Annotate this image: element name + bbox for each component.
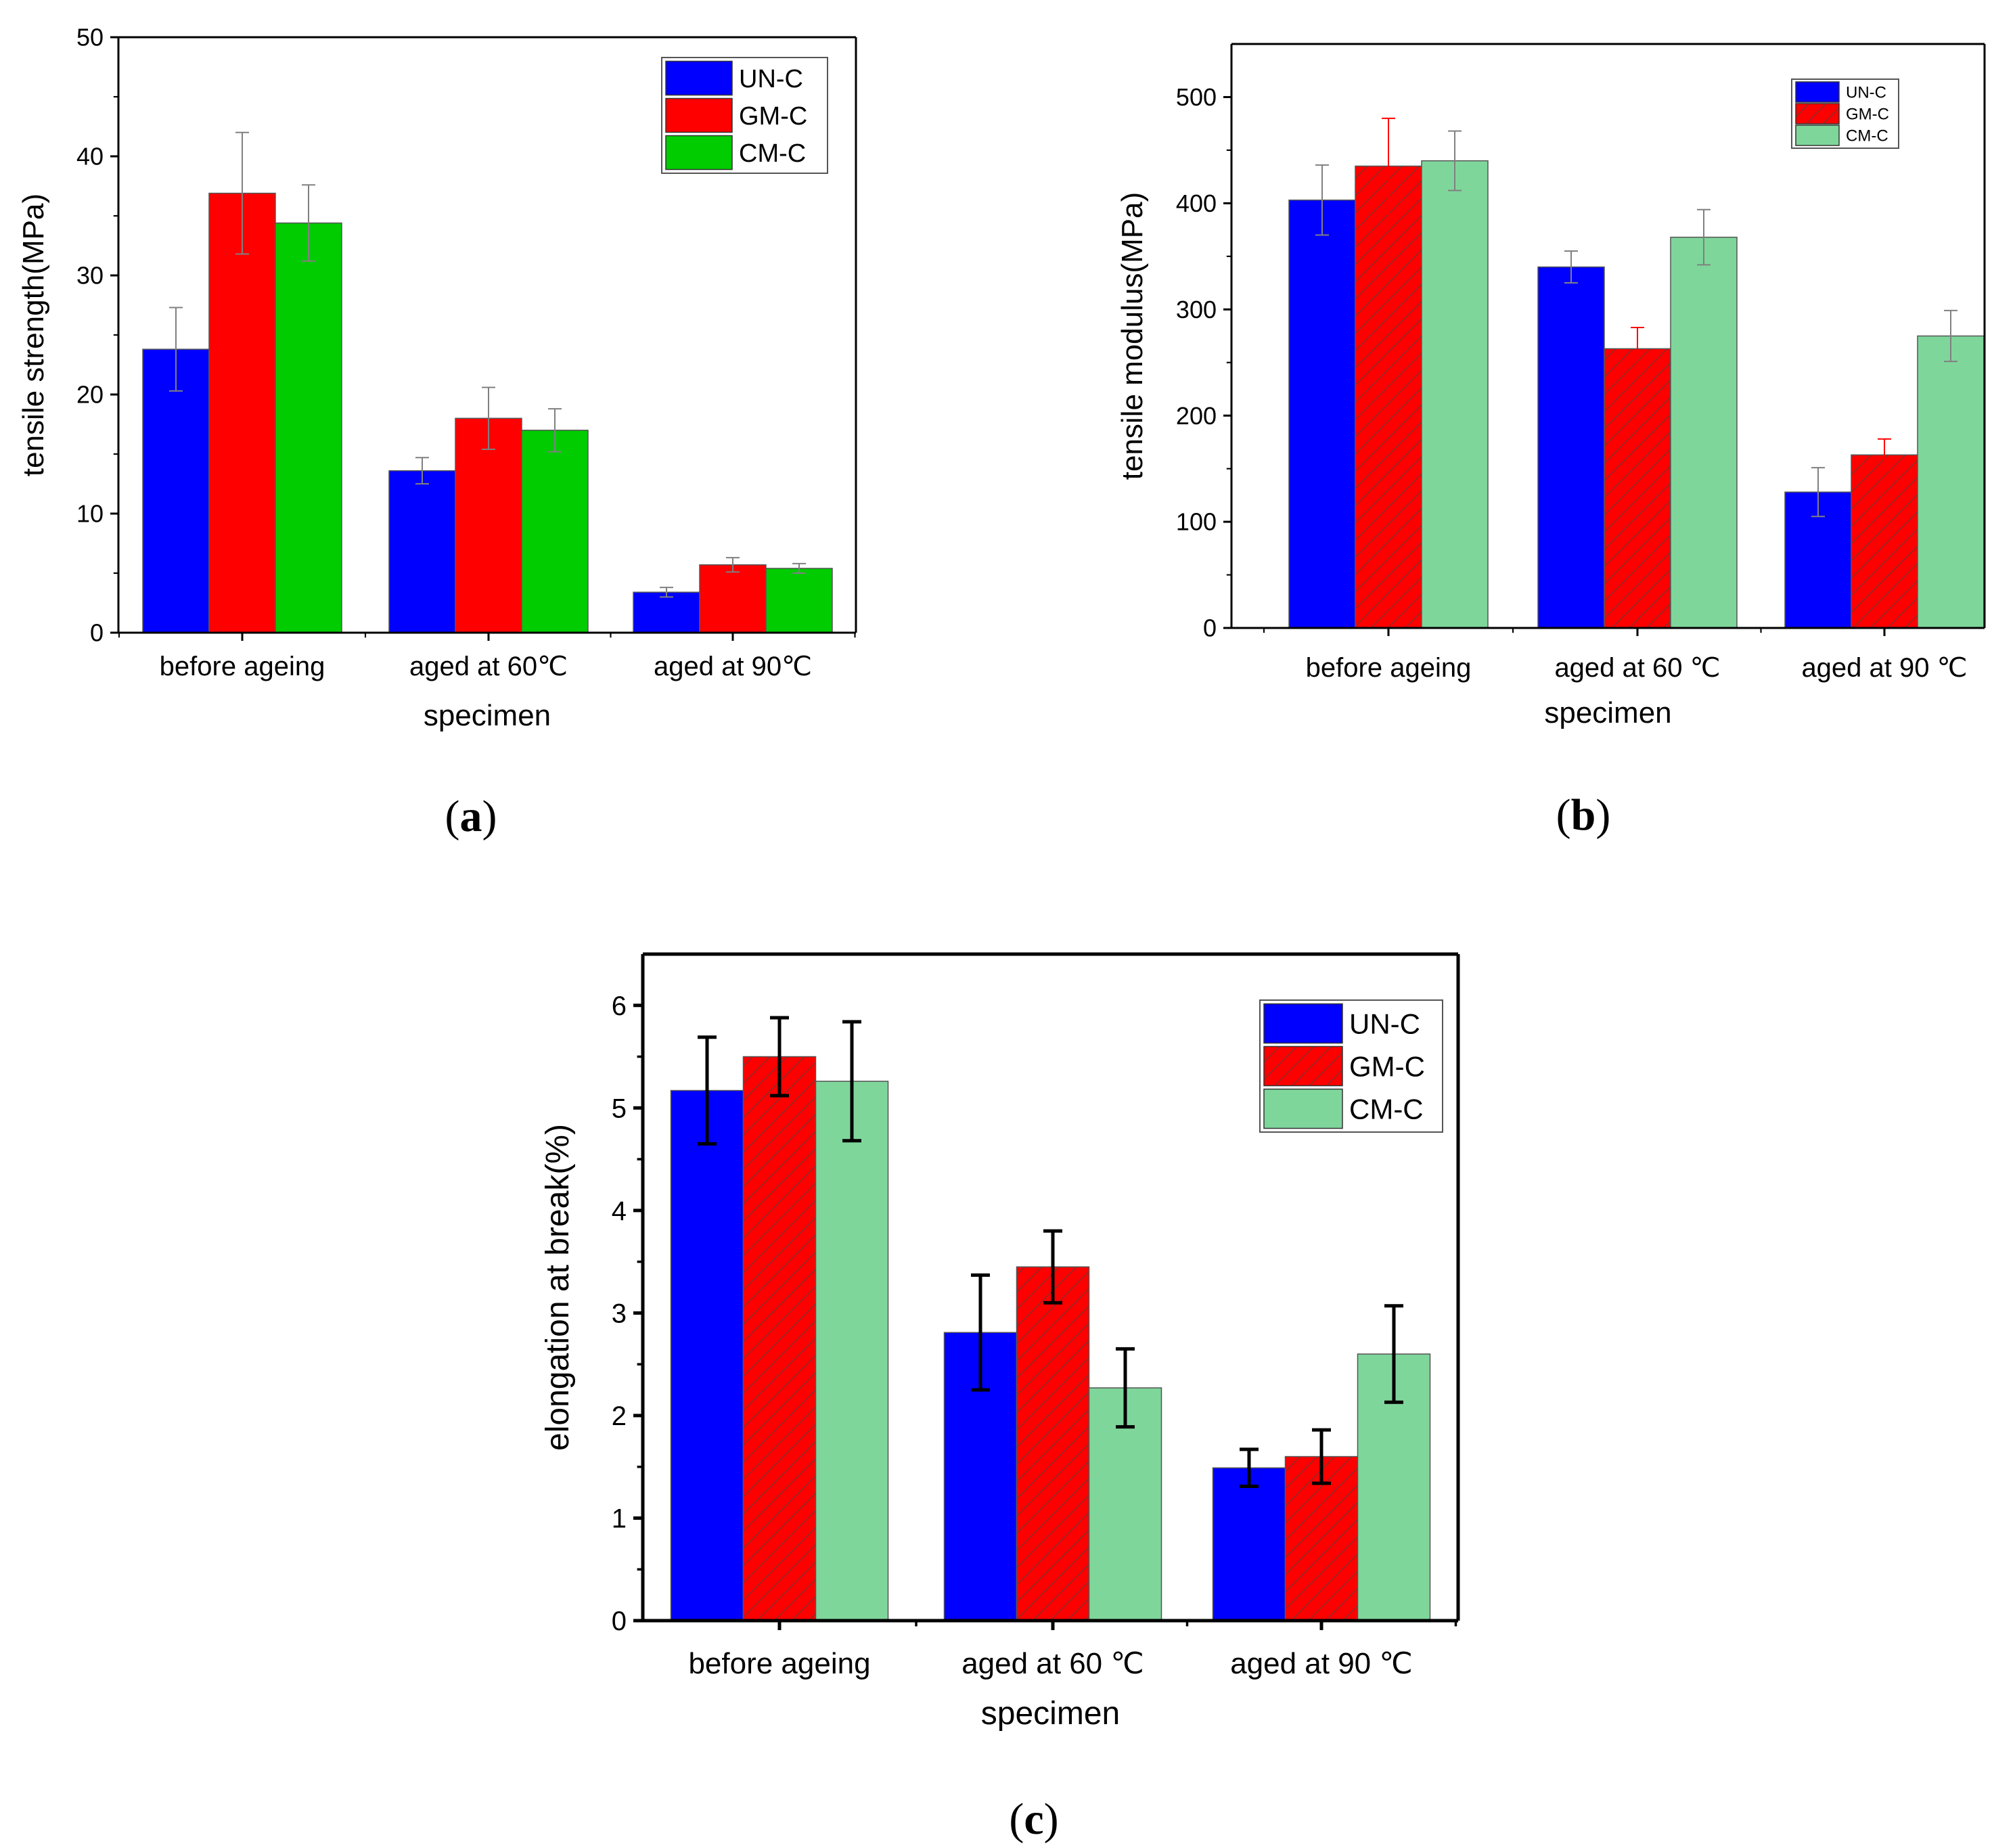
legend-swatch-cm-c — [1263, 1088, 1343, 1129]
panel-caption: (c) — [1009, 1795, 1058, 1844]
legend-label-cm-c: CM-C — [739, 139, 806, 168]
bar-cm-c-aged-at-60 — [521, 430, 589, 633]
panel-caption: (b) — [1556, 790, 1611, 840]
bar-un-c-aged-at-90 — [633, 591, 700, 633]
y-axis-title: elongation at break(%) — [540, 1124, 576, 1451]
x-tick-label-aged-at-90: aged at 90 ℃ — [1801, 653, 1967, 683]
bar-cm-c-before-ageing — [815, 1081, 889, 1621]
y-tick-label: 6 — [612, 991, 627, 1021]
x-tick-label-aged-at-60: aged at 60 ℃ — [961, 1647, 1144, 1680]
y-tick-label: 10 — [76, 500, 104, 528]
x-tick-label-aged-at-60: aged at 60 ℃ — [1554, 653, 1720, 683]
y-tick-label: 200 — [1176, 402, 1217, 430]
bar-un-c-aged-at-60 — [1537, 266, 1605, 629]
x-axis-title: specimen — [981, 1696, 1120, 1732]
legend-swatch-un-c — [665, 60, 733, 96]
y-tick-label: 4 — [612, 1196, 627, 1226]
y-tick-label: 100 — [1176, 508, 1217, 536]
bar-cm-c-before-ageing — [1421, 160, 1489, 629]
legend-swatch-un-c — [1795, 81, 1840, 103]
bar-cm-c-aged-at-90 — [765, 568, 833, 633]
chart-panel-c: 0 1 2 3 4 5 6 before ageing aged at 60 ℃ aged at … — [540, 952, 1460, 1844]
legend-label-cm-c: CM-C — [1349, 1094, 1424, 1125]
legend-swatch-gm-c — [1795, 103, 1840, 125]
legend-swatch-cm-c — [665, 135, 733, 171]
bar-gm-c-aged-at-90 — [699, 564, 767, 633]
y-tick-label: 40 — [76, 143, 104, 171]
legend-label-gm-c: GM-C — [1349, 1051, 1425, 1083]
y-tick-label: 300 — [1176, 296, 1217, 323]
legend: UN-C GM-C CM-C — [1259, 999, 1443, 1133]
legend-swatch-un-c — [1263, 1003, 1343, 1044]
bar-un-c-before-ageing — [670, 1089, 744, 1621]
y-tick-label: 50 — [76, 24, 104, 51]
x-tick-label-before-ageing: before ageing — [1306, 653, 1472, 683]
bar-gm-c-before-ageing — [1355, 165, 1422, 629]
bar-un-c-before-ageing — [142, 348, 210, 633]
legend-label-un-c: UN-C — [1349, 1008, 1420, 1040]
bar-un-c-before-ageing — [1288, 199, 1356, 629]
x-axis-title: specimen — [424, 699, 551, 732]
legend-label-cm-c: CM-C — [1846, 127, 1888, 145]
y-axis-title: tensile strength(MPa) — [17, 194, 50, 476]
chart-panel-a: 0 10 20 30 40 50 before ageing aged at 60℃ aged … — [17, 24, 857, 841]
y-tick-label: 30 — [76, 262, 104, 290]
y-tick-label: 2 — [612, 1401, 627, 1431]
y-tick-label: 0 — [90, 619, 104, 647]
y-tick-label: 0 — [1203, 614, 1217, 642]
legend-swatch-gm-c — [665, 97, 733, 133]
y-tick-label: 5 — [612, 1094, 627, 1123]
legend-swatch-cm-c — [1795, 125, 1840, 146]
bar-gm-c-aged-at-60 — [1604, 348, 1671, 629]
bar-gm-c-before-ageing — [208, 192, 276, 633]
bar-cm-c-aged-at-60 — [1670, 236, 1738, 629]
panel-caption: (a) — [445, 792, 497, 841]
legend-label-un-c: UN-C — [739, 65, 803, 93]
x-tick-label-before-ageing: before ageing — [160, 652, 325, 681]
legend: UN-C GM-C CM-C — [661, 57, 828, 174]
x-axis-title: specimen — [1544, 696, 1671, 729]
y-tick-label: 20 — [76, 381, 104, 409]
y-tick-label: 0 — [612, 1606, 627, 1636]
bar-cm-c-before-ageing — [275, 222, 342, 633]
x-tick-label-aged-at-90: aged at 90℃ — [654, 652, 812, 681]
y-tick-label: 400 — [1176, 189, 1217, 217]
legend-label-un-c: UN-C — [1846, 84, 1886, 102]
y-tick-label: 3 — [612, 1299, 627, 1328]
legend-label-gm-c: GM-C — [739, 102, 807, 131]
bar-gm-c-aged-at-60 — [455, 418, 522, 633]
bar-gm-c-aged-at-90 — [1851, 454, 1918, 629]
chart-panel-b: 0 100 200 300 400 500 before ageing aged at 60 … — [1116, 43, 1986, 840]
x-tick-label-aged-at-90: aged at 90 ℃ — [1230, 1647, 1413, 1680]
x-tick-label-aged-at-60: aged at 60℃ — [409, 652, 568, 681]
legend-swatch-gm-c — [1263, 1045, 1343, 1087]
x-tick-label-before-ageing: before ageing — [688, 1647, 870, 1680]
y-tick-label: 1 — [612, 1504, 627, 1533]
bar-un-c-aged-at-60 — [388, 470, 456, 633]
bar-cm-c-aged-at-90 — [1917, 335, 1985, 629]
bar-gm-c-before-ageing — [742, 1056, 817, 1621]
bar-gm-c-aged-at-60 — [1016, 1266, 1090, 1621]
y-tick-label: 500 — [1176, 83, 1217, 111]
y-axis-title: tensile modulus(MPa) — [1116, 192, 1149, 480]
legend-label-gm-c: GM-C — [1846, 106, 1889, 124]
legend: UN-C GM-C CM-C — [1791, 78, 1899, 149]
bar-un-c-aged-at-90 — [1212, 1467, 1286, 1621]
